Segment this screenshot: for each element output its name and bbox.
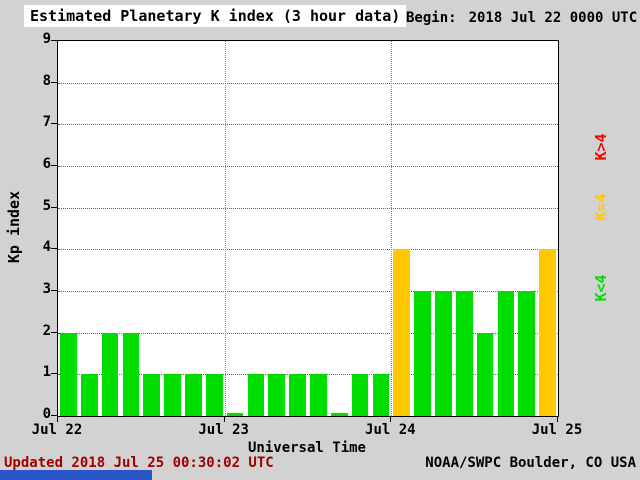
- x-tick-label: Jul 24: [365, 422, 416, 438]
- y-tick-mark: [51, 373, 57, 375]
- y-tick-mark: [51, 165, 57, 166]
- kp-bar: [476, 332, 494, 416]
- kp-bar: [289, 374, 306, 416]
- y-tick-label: 0: [42, 406, 51, 422]
- kp-bar: [205, 374, 223, 416]
- kp-bar: [351, 374, 369, 416]
- kp-bar: [539, 249, 556, 416]
- kp-bar: [455, 291, 473, 416]
- y-tick-label: 7: [42, 114, 51, 131]
- y-tick-mark: [51, 123, 57, 125]
- gridline-horizontal: [58, 374, 558, 376]
- kp-bar: [122, 332, 140, 416]
- legend-k-lt-4: K<4: [592, 274, 610, 302]
- kp-bar: [310, 374, 327, 416]
- kp-bar: [268, 374, 286, 416]
- x-tick-mark: [390, 416, 392, 422]
- y-tick-mark: [51, 248, 57, 250]
- begin-value: 2018 Jul 22 0000 UTC: [468, 10, 638, 26]
- x-tick-mark: [557, 416, 558, 422]
- y-axis-title: Kp index: [5, 190, 23, 264]
- source-attribution: NOAA/SWPC Boulder, CO USA: [425, 455, 636, 471]
- kp-bar: [143, 374, 161, 416]
- y-tick-label: 4: [42, 239, 51, 256]
- y-tick-mark: [51, 81, 57, 83]
- gridline-horizontal: [58, 332, 558, 334]
- y-tick-label: 2: [42, 322, 51, 339]
- kp-bar: [101, 332, 119, 416]
- kp-bar: [372, 374, 390, 416]
- gridline-horizontal: [58, 124, 558, 126]
- x-tick-label: Jul 22: [31, 422, 83, 438]
- y-tick-mark: [51, 331, 57, 333]
- kp-bar: [393, 249, 411, 416]
- gridline-horizontal: [58, 249, 558, 251]
- kp-bar: [414, 291, 431, 416]
- bottom-strip: [0, 470, 152, 480]
- x-tick-mark: [57, 416, 58, 422]
- kp-bar: [330, 413, 348, 416]
- y-tick-label: 5: [42, 197, 51, 214]
- gridline-vertical: [224, 41, 226, 416]
- kp-bar: [497, 291, 515, 416]
- kp-bar: [226, 413, 244, 416]
- kp-bar: [164, 374, 181, 416]
- y-tick-mark: [51, 40, 57, 41]
- plot-area: [57, 40, 559, 417]
- kp-bar: [518, 291, 536, 416]
- gridline-vertical: [391, 41, 393, 416]
- x-axis-title: Universal Time: [247, 440, 366, 456]
- gridline-horizontal: [58, 207, 558, 209]
- y-tick-label: 8: [42, 72, 51, 89]
- y-tick-label: 9: [42, 31, 51, 47]
- updated-timestamp: Updated 2018 Jul 25 00:30:02 UTC: [4, 455, 274, 471]
- y-tick-label: 3: [42, 281, 51, 297]
- kp-bar: [435, 291, 452, 416]
- gridline-horizontal: [58, 82, 558, 84]
- gridline-horizontal: [58, 166, 558, 167]
- gridline-horizontal: [58, 291, 558, 292]
- kp-bar: [80, 374, 98, 416]
- kp-bar: [185, 374, 202, 416]
- y-tick-label: 1: [42, 364, 51, 381]
- y-tick-mark: [51, 206, 57, 208]
- x-tick-mark: [223, 416, 225, 422]
- x-tick-label: Jul 25: [531, 422, 583, 438]
- x-tick-label: Jul 23: [198, 422, 249, 438]
- chart-title: Estimated Planetary K index (3 hour data…: [24, 5, 407, 27]
- begin-label: Begin:: [406, 10, 457, 26]
- y-tick-label: 6: [42, 156, 51, 172]
- kp-bar: [247, 374, 265, 416]
- y-tick-mark: [51, 415, 57, 416]
- kp-bar: [60, 332, 77, 416]
- begin-time: Begin: 2018 Jul 22 0000 UTC: [406, 10, 637, 26]
- y-tick-mark: [51, 290, 57, 291]
